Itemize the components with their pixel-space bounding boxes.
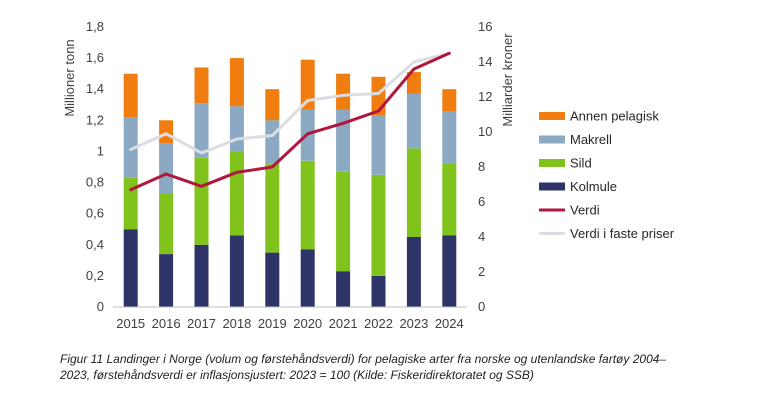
bar-sild-2020 [300,160,315,250]
legend-label-verdi-i-faste-priser: Verdi i faste priser [570,226,675,241]
bar-kolmule-2019 [265,252,280,307]
left-tick-label: 1,4 [86,81,104,96]
bar-sild-2022 [371,174,386,276]
left-tick-label: 0,8 [86,175,104,190]
x-tick-label: 2019 [258,316,287,331]
bar-makrell-2022 [371,115,386,175]
bar-sild-2021 [336,171,351,272]
line-verdi-i-faste-priser [129,51,451,155]
x-tick-label: 2022 [364,316,393,331]
bar-annen-pelagisk-2024 [442,89,457,111]
legend-label-sild: Sild [570,156,592,171]
bar-annen-pelagisk-2017 [194,67,209,104]
left-tick-label: 0,4 [86,237,104,252]
bar-kolmule-2017 [194,244,209,307]
bar-annen-pelagisk-2023 [406,72,421,94]
right-tick-label: 4 [478,229,485,244]
bar-sild-2015 [123,177,138,230]
bar-kolmule-2016 [159,254,174,307]
x-tick-label: 2015 [116,316,145,331]
bar-annen-pelagisk-2019 [265,89,280,121]
x-tick-label: 2018 [222,316,251,331]
x-tick-label: 2016 [152,316,181,331]
bar-makrell-2015 [123,117,138,178]
left-tick-label: 1 [97,143,104,158]
line-layer [129,51,451,192]
legend-label-verdi: Verdi [570,203,600,218]
bar-annen-pelagisk-2021 [336,73,351,110]
bar-makrell-2021 [336,109,351,172]
bar-annen-pelagisk-2018 [229,58,244,107]
bar-kolmule-2022 [371,275,386,307]
right-tick-label: 14 [478,54,492,69]
bar-annen-pelagisk-2016 [159,120,174,144]
x-tick-label: 2024 [435,316,464,331]
right-tick-label: 8 [478,159,485,174]
legend-swatch-makrell [539,135,565,144]
bar-layer [123,58,457,307]
left-tick-label: 0 [97,299,104,314]
bar-sild-2018 [229,151,244,236]
bar-makrell-2016 [159,143,174,194]
right-axis-title: Milliarder kroner [500,33,515,127]
right-tick-label: 6 [478,194,485,209]
legend-label-kolmule: Kolmule [570,179,617,194]
left-tick-label: 0,2 [86,268,104,283]
bar-makrell-2019 [265,120,280,164]
bar-kolmule-2015 [123,229,138,307]
bar-annen-pelagisk-2020 [300,59,315,110]
left-tick-label: 1,8 [86,19,104,34]
left-tick-label: 0,6 [86,206,104,221]
bar-sild-2016 [159,193,174,255]
x-tick-label: 2017 [187,316,216,331]
right-tick-label: 16 [478,19,492,34]
bar-annen-pelagisk-2015 [123,73,138,118]
figure-caption: Figur 11 Landinger i Norge (volum og før… [60,351,740,383]
left-tick-label: 1,6 [86,50,104,65]
bar-kolmule-2023 [406,237,421,307]
legend-swatch-sild [539,159,565,167]
x-tick-label: 2023 [399,316,428,331]
bar-kolmule-2021 [336,271,351,307]
x-tick-label: 2020 [293,316,322,331]
left-tick-label: 1,2 [86,112,104,127]
bar-makrell-2018 [229,106,244,152]
axes: 0 0,2 0,4 0,6 0,8 1 1,2 1,4 1,6 1,8 0 2 4 6 8 10 12 14 16 2… [62,19,515,331]
bar-makrell-2017 [194,103,209,158]
bar-makrell-2024 [442,111,457,164]
legend-swatch-kolmule [539,182,565,191]
bar-sild-2024 [442,163,457,236]
right-tick-label: 12 [478,89,492,104]
legend-label-makrell: Makrell [570,132,612,147]
bar-sild-2019 [265,163,280,253]
bar-makrell-2023 [406,93,421,149]
bar-sild-2023 [406,148,421,237]
chart: 0 0,2 0,4 0,6 0,8 1 1,2 1,4 1,6 1,8 0 2 4 6 8 10 12 14 16 2… [62,19,675,331]
legend-swatch-annen-pelagisk [539,112,565,120]
x-tick-label: 2021 [329,316,358,331]
right-tick-label: 2 [478,264,485,279]
caption-line-1: Figur 11 Landinger i Norge (volum og før… [60,352,667,366]
right-tick-label: 10 [478,124,492,139]
legend-label-annen-pelagisk: Annen pelagisk [570,109,659,124]
left-axis-title: Millioner tonn [62,39,77,116]
line-verdi [129,51,451,192]
caption-line-2: 2023, førstehåndsverdi er inflasjonsjust… [60,368,534,382]
bar-sild-2017 [194,157,209,245]
bar-kolmule-2018 [229,235,244,307]
right-tick-label: 0 [478,299,485,314]
legend: Annen pelagisk Makrell Sild Kolmule Verdi Ver… [539,109,675,241]
bar-kolmule-2024 [442,235,457,307]
bar-kolmule-2020 [300,249,315,307]
